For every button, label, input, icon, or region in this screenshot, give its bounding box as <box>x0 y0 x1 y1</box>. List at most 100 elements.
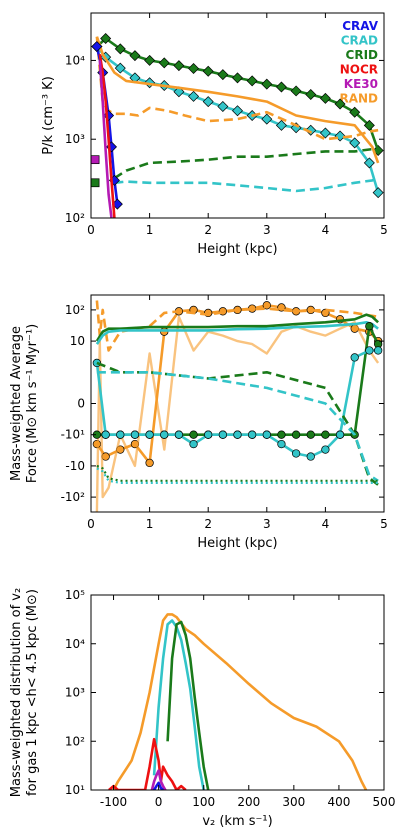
y-axis-label-line: Force (M⊙ km s⁻¹ Myr⁻¹) <box>25 324 40 483</box>
y-tick-label: 10⁴ <box>65 53 85 67</box>
series-ke30-solid-line <box>150 769 167 790</box>
series-crid-marker <box>290 85 302 97</box>
x-tick-label: 300 <box>282 795 305 809</box>
series-crad-marker <box>321 445 330 454</box>
series-crad-marker <box>130 430 140 439</box>
y-tick-label: 10⁵ <box>65 588 85 602</box>
series-crad-marker <box>174 430 184 439</box>
x-tick-label: 0 <box>87 223 95 237</box>
x-tick-label: 100 <box>192 795 215 809</box>
x-tick-label: 2 <box>204 223 212 237</box>
x-tick-label: 0 <box>87 517 95 531</box>
y-tick-label: 0 <box>77 397 85 411</box>
series-crid-marker <box>275 81 287 93</box>
series-crad-marker <box>335 430 345 439</box>
series-crad-marker <box>233 430 242 439</box>
series-crid-marker <box>334 98 346 110</box>
series-crav-solid-line <box>152 781 164 790</box>
series-crad-marker <box>204 430 213 439</box>
series-rand-marker <box>145 458 154 468</box>
y-tick-label: 10 <box>70 334 85 348</box>
x-tick-label: 400 <box>327 795 350 809</box>
x-tick-label: 200 <box>237 795 260 809</box>
series-crid-marker <box>189 430 198 439</box>
x-tick-label: 500 <box>373 795 396 809</box>
series-crad-marker <box>217 101 229 113</box>
y-tick-label: 10³ <box>65 132 85 146</box>
series-crad-marker <box>363 157 375 169</box>
y-tick-label: 10² <box>65 211 85 225</box>
series-crad-dashed-line <box>114 176 379 193</box>
series-crad-marker <box>372 187 384 199</box>
y-tick-label: 10² <box>65 734 85 748</box>
series-crad-marker <box>232 105 243 117</box>
x-tick-label: 1 <box>146 517 154 531</box>
series-crad-marker <box>350 353 359 362</box>
legend-crav: CRAV <box>342 19 379 33</box>
plot-area <box>92 300 383 512</box>
series-crad-marker <box>262 430 271 439</box>
series-ke30-solid-line <box>98 60 113 218</box>
series-crid-marker <box>321 430 330 439</box>
series-crad-marker <box>247 430 257 439</box>
series-crad-marker <box>365 346 374 355</box>
series-crid-marker <box>319 92 331 104</box>
x-tick-label: 0 <box>155 795 163 809</box>
y-tick-label: -10² <box>61 490 86 504</box>
series-crad-marker <box>373 346 383 355</box>
series-rand-marker <box>277 303 286 312</box>
panel-1: 0 1 2 3 4 5 10² 10³ 10⁴ Height (kpc) P/k (cm⁻³ K) <box>41 12 388 257</box>
series-crid-marker <box>188 63 200 74</box>
axes-frame <box>90 594 385 791</box>
x-tick-label: 4 <box>322 223 330 237</box>
y-axis-label: Mass-weighted distribution of v₂for gas … <box>9 588 40 797</box>
x-axis-label: Height (kpc) <box>197 536 277 551</box>
series-crid-solid-line <box>95 313 379 342</box>
legend-rand: RAND <box>339 92 378 106</box>
legend-ke30: KE30 <box>344 77 378 91</box>
plot-area <box>91 32 384 218</box>
series-crad-marker <box>202 96 214 108</box>
series-crid-marker <box>306 430 315 439</box>
series-crid-marker <box>291 430 301 439</box>
series-crid-solid-circle-line <box>96 324 380 437</box>
x-axis-label: Height (kpc) <box>197 242 277 257</box>
series-crad-marker <box>306 452 315 461</box>
y-tick-label: -10 <box>65 459 85 473</box>
series-crad-marker <box>218 430 228 439</box>
series-crad-marker <box>114 62 126 74</box>
panel-2: 0 1 2 3 4 5 10² 10 0 -10¹ -10 -10² Height (kpc) Mass-… <box>9 294 388 551</box>
legend-crad: CRAD <box>341 34 378 48</box>
series-crid-dotted-line <box>96 464 379 482</box>
x-tick-label: 3 <box>263 223 271 237</box>
plot-area <box>108 613 368 790</box>
series-crid-marker <box>129 50 141 62</box>
series-rand-solid-line <box>95 36 380 164</box>
legend-crid: CRID <box>346 48 379 62</box>
series-crid-marker <box>363 119 375 131</box>
series-crid-marker <box>114 43 126 55</box>
x-tick-label: 5 <box>380 223 388 237</box>
series-crid-marker <box>100 32 112 44</box>
series-crid-marker <box>173 60 185 72</box>
series-crid-marker <box>202 65 214 77</box>
series-crid-marker <box>305 88 317 100</box>
series-crid-marker <box>261 78 273 90</box>
x-axis-label: v₂ (km s⁻¹) <box>202 814 272 829</box>
series-crav-marker <box>91 41 103 53</box>
y-tick-label: 10² <box>65 303 85 317</box>
series-crav-marker <box>103 110 115 121</box>
y-axis-label: Mass-weighted AverageForce (M⊙ km s⁻¹ My… <box>9 324 40 483</box>
series-crad-marker <box>145 430 154 439</box>
series-rand-faint-line <box>95 315 380 512</box>
series-crad-marker <box>189 439 198 449</box>
series-crad-marker <box>261 113 273 125</box>
x-tick-label: 4 <box>322 517 330 531</box>
series-crid-dashed-line <box>96 361 379 486</box>
series-crad-dashed-line <box>96 370 379 482</box>
marker-crid <box>90 178 100 188</box>
y-tick-label: 10¹ <box>65 783 85 797</box>
x-tick-label: 2 <box>204 517 212 531</box>
x-tick-label: 1 <box>146 223 154 237</box>
